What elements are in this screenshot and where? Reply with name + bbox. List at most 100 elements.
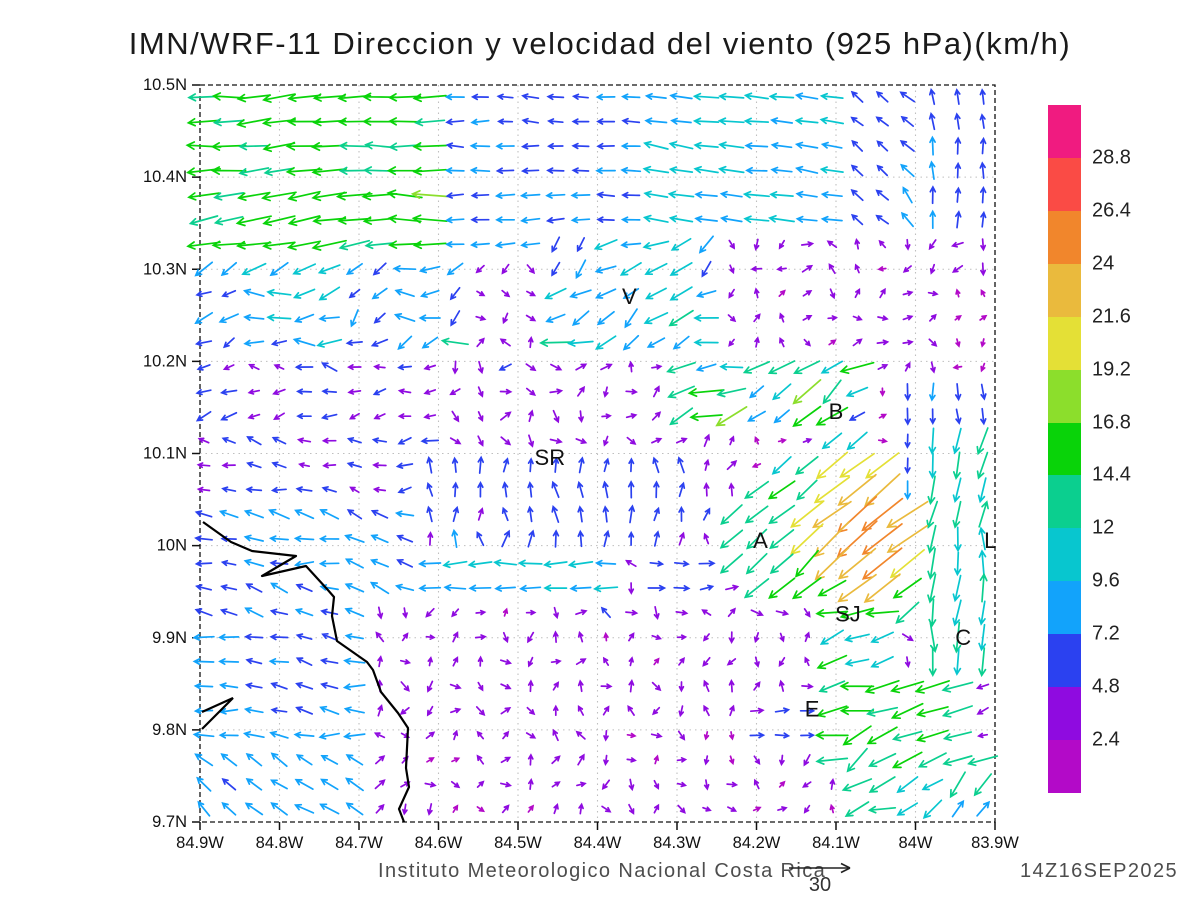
reference-vector-label: 30 <box>808 874 832 896</box>
wind-arrow <box>743 92 769 100</box>
wind-arrow <box>820 360 844 374</box>
wind-arrow <box>803 754 811 767</box>
wind-arrow <box>293 535 315 543</box>
wind-arrow <box>850 188 864 202</box>
wind-arrow <box>844 801 870 817</box>
wind-arrow <box>726 658 737 666</box>
wind-arrow <box>928 427 937 455</box>
wind-arrow <box>669 262 693 276</box>
colorbar-segment <box>1048 528 1081 582</box>
wind-arrow <box>792 405 822 427</box>
wind-arrow <box>775 610 790 616</box>
wind-arrow <box>346 437 362 444</box>
wind-arrow <box>397 486 412 494</box>
wind-arrow <box>651 681 662 692</box>
wind-arrow <box>901 633 914 642</box>
wind-arrow <box>502 481 509 498</box>
wind-arrow <box>802 438 813 444</box>
wind-arrow <box>412 93 447 103</box>
wind-arrow <box>347 364 362 371</box>
wind-arrow <box>745 552 768 575</box>
wind-arrow <box>846 747 868 773</box>
wind-arrow <box>900 211 914 228</box>
wind-arrow <box>653 779 660 790</box>
wind-arrow <box>770 166 793 174</box>
wind-arrow <box>976 706 989 715</box>
wind-arrow <box>875 214 890 225</box>
wind-arrow <box>753 287 760 299</box>
wind-arrow <box>293 803 315 814</box>
wind-arrow <box>866 706 899 717</box>
wind-arrow <box>728 482 735 497</box>
wind-arrow <box>929 622 939 653</box>
axis-ticks <box>192 84 996 830</box>
wind-arrow <box>475 609 487 616</box>
wind-arrow <box>625 413 638 419</box>
wind-arrow <box>476 780 485 788</box>
wind-arrow <box>311 167 347 177</box>
wind-arrow <box>319 509 340 520</box>
wind-arrow <box>928 112 936 131</box>
wind-arrow <box>501 529 511 548</box>
wind-arrow <box>653 657 660 666</box>
wind-arrow <box>476 530 485 547</box>
wind-arrow <box>850 213 864 226</box>
wind-arrow <box>927 524 937 554</box>
wind-arrow <box>269 730 289 739</box>
wind-arrow <box>753 313 761 323</box>
wind-arrow <box>976 451 989 480</box>
wind-arrow <box>955 338 961 348</box>
wind-arrow <box>772 383 792 401</box>
wind-arrow <box>976 427 989 456</box>
wind-arrow <box>520 167 540 175</box>
wind-arrow <box>475 315 487 321</box>
wind-arrow <box>527 529 535 548</box>
wind-arrow <box>244 607 264 618</box>
city-label-sr: SR <box>535 445 566 470</box>
wind-arrow <box>221 486 237 493</box>
wind-arrow <box>578 410 584 423</box>
wind-arrow <box>571 118 590 125</box>
wind-arrow <box>717 165 745 174</box>
lat-tick-label: 10.3N <box>143 260 187 278</box>
wind-arrow <box>370 534 389 544</box>
wind-arrow <box>677 730 686 741</box>
wind-arrow <box>620 142 641 150</box>
wind-arrow <box>196 486 211 493</box>
wind-arrow <box>750 266 763 272</box>
wind-arrow <box>350 309 359 328</box>
wind-arrow <box>773 409 790 424</box>
wind-arrow <box>372 486 387 493</box>
wind-arrow <box>626 732 637 739</box>
wind-arrow <box>727 314 737 323</box>
wind-arrow <box>476 290 486 297</box>
wind-arrow <box>298 462 311 468</box>
wind-arrow <box>728 678 735 693</box>
wind-arrow <box>270 681 288 690</box>
wind-arrow <box>603 386 609 398</box>
wind-arrow <box>620 241 642 249</box>
wind-arrow <box>839 361 875 375</box>
wind-arrow <box>967 755 999 767</box>
wind-arrow <box>575 609 588 616</box>
wind-arrow <box>767 480 796 500</box>
wind-arrow <box>577 705 585 716</box>
wind-arrow <box>551 236 561 254</box>
wind-arrow <box>236 117 272 128</box>
wind-arrow <box>627 480 635 499</box>
wind-arrow <box>342 683 366 691</box>
wind-arrow <box>951 264 964 273</box>
wind-arrow <box>978 623 987 652</box>
wind-arrow <box>854 238 861 250</box>
lat-tick-label: 10.4N <box>143 168 187 186</box>
lat-tick-label: 9.9N <box>152 629 187 647</box>
wind-arrow <box>692 92 720 101</box>
wind-arrow <box>418 584 442 592</box>
wind-arrow <box>244 633 264 641</box>
wind-arrow <box>753 755 761 766</box>
wind-arrow <box>320 608 339 616</box>
wind-arrow <box>743 117 770 126</box>
wind-arrow <box>842 725 872 746</box>
wind-arrow <box>695 290 717 298</box>
reference-vector-arrow <box>789 862 851 874</box>
